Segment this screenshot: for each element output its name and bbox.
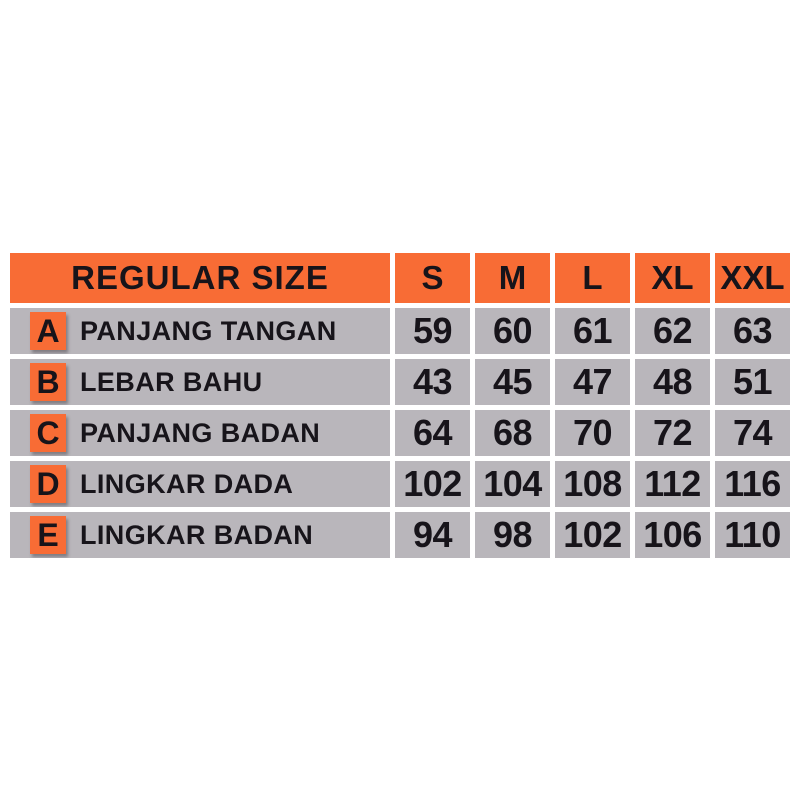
row-key-badge-d: D bbox=[30, 465, 66, 503]
value-a-xl: 62 bbox=[635, 308, 710, 354]
value-b-s: 43 bbox=[395, 359, 470, 405]
row-label: LEBAR BAHU bbox=[80, 366, 263, 397]
value-e-m: 98 bbox=[475, 512, 550, 558]
row-label: PANJANG BADAN bbox=[80, 417, 321, 448]
value-d-xl: 112 bbox=[635, 461, 710, 507]
value-c-xxl: 74 bbox=[715, 410, 790, 456]
value-b-l: 47 bbox=[555, 359, 630, 405]
row-label: LINGKAR BADAN bbox=[80, 519, 314, 550]
table-title-cell: REGULAR SIZE bbox=[10, 253, 390, 303]
value-d-xxl: 116 bbox=[715, 461, 790, 507]
value-e-xxl: 110 bbox=[715, 512, 790, 558]
size-header-l: L bbox=[555, 253, 630, 303]
table-row-label-lingkar-badan: E LINGKAR BADAN bbox=[10, 512, 390, 558]
size-header-xl: XL bbox=[635, 253, 710, 303]
row-key-badge-a: A bbox=[30, 312, 66, 350]
table-row-label-lebar-bahu: B LEBAR BAHU bbox=[10, 359, 390, 405]
table-row-label-panjang-tangan: A PANJANG TANGAN bbox=[10, 308, 390, 354]
table-title: REGULAR SIZE bbox=[71, 259, 329, 296]
value-c-m: 68 bbox=[475, 410, 550, 456]
row-label: PANJANG TANGAN bbox=[80, 315, 337, 346]
value-c-xl: 72 bbox=[635, 410, 710, 456]
row-key-badge-c: C bbox=[30, 414, 66, 452]
value-a-l: 61 bbox=[555, 308, 630, 354]
value-d-l: 108 bbox=[555, 461, 630, 507]
value-c-l: 70 bbox=[555, 410, 630, 456]
value-e-l: 102 bbox=[555, 512, 630, 558]
value-a-s: 59 bbox=[395, 308, 470, 354]
table-row-label-lingkar-dada: D LINGKAR DADA bbox=[10, 461, 390, 507]
value-e-s: 94 bbox=[395, 512, 470, 558]
row-key-badge-b: B bbox=[30, 363, 66, 401]
value-a-m: 60 bbox=[475, 308, 550, 354]
table-row-label-panjang-badan: C PANJANG BADAN bbox=[10, 410, 390, 456]
value-d-m: 104 bbox=[475, 461, 550, 507]
value-b-xl: 48 bbox=[635, 359, 710, 405]
row-key-badge-e: E bbox=[30, 516, 66, 554]
size-header-m: M bbox=[475, 253, 550, 303]
size-header-s: S bbox=[395, 253, 470, 303]
size-header-xxl: XXL bbox=[715, 253, 790, 303]
size-chart-table: REGULAR SIZE S M L XL XXL A PANJANG TANG… bbox=[10, 253, 790, 558]
row-label: LINGKAR DADA bbox=[80, 468, 294, 499]
value-c-s: 64 bbox=[395, 410, 470, 456]
value-a-xxl: 63 bbox=[715, 308, 790, 354]
value-b-m: 45 bbox=[475, 359, 550, 405]
value-e-xl: 106 bbox=[635, 512, 710, 558]
value-d-s: 102 bbox=[395, 461, 470, 507]
value-b-xxl: 51 bbox=[715, 359, 790, 405]
